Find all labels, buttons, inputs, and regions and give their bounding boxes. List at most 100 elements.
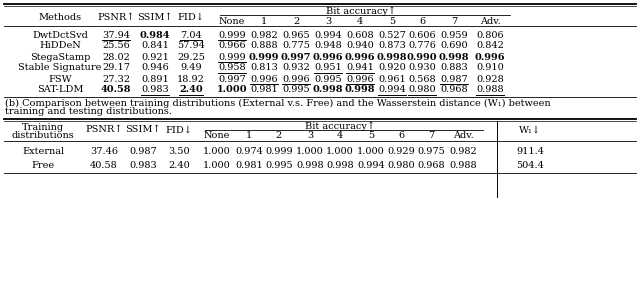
Text: 0.941: 0.941 <box>346 64 374 73</box>
Text: 1: 1 <box>261 16 267 25</box>
Text: Bit accuracy↑: Bit accuracy↑ <box>326 6 396 16</box>
Text: 1.000: 1.000 <box>217 86 247 95</box>
Text: 0.996: 0.996 <box>313 53 343 62</box>
Text: SSIM↑: SSIM↑ <box>137 12 173 21</box>
Text: Adv.: Adv. <box>452 131 474 140</box>
Text: 0.891: 0.891 <box>141 75 169 84</box>
Text: 37.94: 37.94 <box>102 31 130 40</box>
Text: W₁↓: W₁↓ <box>519 125 541 134</box>
Text: 0.961: 0.961 <box>378 75 406 84</box>
Text: 0.995: 0.995 <box>265 160 293 170</box>
Text: 0.951: 0.951 <box>314 64 342 73</box>
Text: 0.998: 0.998 <box>326 160 354 170</box>
Text: 0.975: 0.975 <box>417 147 445 155</box>
Text: 1.000: 1.000 <box>326 147 354 155</box>
Text: 0.999: 0.999 <box>265 147 293 155</box>
Text: 3: 3 <box>307 131 313 140</box>
Text: 29.25: 29.25 <box>177 53 205 62</box>
Text: 18.92: 18.92 <box>177 75 205 84</box>
Text: 0.883: 0.883 <box>440 64 468 73</box>
Text: None: None <box>219 16 245 25</box>
Text: 1: 1 <box>246 131 252 140</box>
Text: 0.965: 0.965 <box>282 31 310 40</box>
Text: DwtDctSvd: DwtDctSvd <box>32 31 88 40</box>
Text: (b) Comparison between training distributions (External v.s. Free) and the Wasse: (b) Comparison between training distribu… <box>5 99 550 108</box>
Text: Training: Training <box>22 123 64 131</box>
Text: 0.987: 0.987 <box>440 75 468 84</box>
Text: 37.46: 37.46 <box>90 147 118 155</box>
Text: 0.996: 0.996 <box>475 53 505 62</box>
Text: 28.02: 28.02 <box>102 53 130 62</box>
Text: Free: Free <box>31 160 54 170</box>
Text: 0.999: 0.999 <box>218 31 246 40</box>
Text: 0.932: 0.932 <box>282 64 310 73</box>
Text: 0.998: 0.998 <box>296 160 324 170</box>
Text: 0.775: 0.775 <box>282 42 310 51</box>
Text: 27.32: 27.32 <box>102 75 130 84</box>
Text: Stable Signature: Stable Signature <box>19 64 102 73</box>
Text: 0.987: 0.987 <box>129 147 157 155</box>
Text: 0.958: 0.958 <box>218 64 246 73</box>
Text: 4: 4 <box>357 16 363 25</box>
Text: 3.50: 3.50 <box>168 147 190 155</box>
Text: 29.17: 29.17 <box>102 64 130 73</box>
Text: 0.994: 0.994 <box>378 86 406 95</box>
Text: 0.813: 0.813 <box>250 64 278 73</box>
Text: 0.999: 0.999 <box>218 53 246 62</box>
Text: 0.608: 0.608 <box>346 31 374 40</box>
Text: 0.776: 0.776 <box>408 42 436 51</box>
Text: 0.806: 0.806 <box>476 31 504 40</box>
Text: 0.690: 0.690 <box>440 42 468 51</box>
Text: training and testing distributions.: training and testing distributions. <box>5 108 172 116</box>
Text: Bit accuracy↑: Bit accuracy↑ <box>305 121 375 131</box>
Text: 0.873: 0.873 <box>378 42 406 51</box>
Text: PSNR↑: PSNR↑ <box>85 125 123 134</box>
Text: 0.888: 0.888 <box>250 42 278 51</box>
Text: 0.968: 0.968 <box>440 86 468 95</box>
Text: 911.4: 911.4 <box>516 147 544 155</box>
Text: 0.982: 0.982 <box>449 147 477 155</box>
Text: 0.997: 0.997 <box>218 75 246 84</box>
Text: 0.568: 0.568 <box>408 75 436 84</box>
Text: 1.000: 1.000 <box>203 160 231 170</box>
Text: 0.984: 0.984 <box>140 31 170 40</box>
Text: 2.40: 2.40 <box>179 86 203 95</box>
Text: 0.998: 0.998 <box>345 86 375 95</box>
Text: 0.974: 0.974 <box>235 147 263 155</box>
Text: Methods: Methods <box>38 12 81 21</box>
Text: 0.983: 0.983 <box>129 160 157 170</box>
Text: 6: 6 <box>398 131 404 140</box>
Text: 0.948: 0.948 <box>314 42 342 51</box>
Text: 0.998: 0.998 <box>313 86 343 95</box>
Text: 0.606: 0.606 <box>408 31 436 40</box>
Text: 0.982: 0.982 <box>250 31 278 40</box>
Text: distributions: distributions <box>12 131 74 140</box>
Text: 0.988: 0.988 <box>449 160 477 170</box>
Text: HiDDeN: HiDDeN <box>39 42 81 51</box>
Text: 0.968: 0.968 <box>417 160 445 170</box>
Text: 0.996: 0.996 <box>346 75 374 84</box>
Text: 7: 7 <box>451 16 457 25</box>
Text: 0.995: 0.995 <box>282 86 310 95</box>
Text: 7.04: 7.04 <box>180 31 202 40</box>
Text: 0.994: 0.994 <box>357 160 385 170</box>
Text: 1.000: 1.000 <box>203 147 231 155</box>
Text: 1.000: 1.000 <box>357 147 385 155</box>
Text: 0.998: 0.998 <box>439 53 469 62</box>
Text: 0.527: 0.527 <box>378 31 406 40</box>
Text: 0.929: 0.929 <box>387 147 415 155</box>
Text: 0.983: 0.983 <box>141 86 169 95</box>
Text: 4: 4 <box>337 131 343 140</box>
Text: 0.981: 0.981 <box>250 86 278 95</box>
Text: 0.996: 0.996 <box>282 75 310 84</box>
Text: 6: 6 <box>419 16 425 25</box>
Text: PSNR↑: PSNR↑ <box>97 12 134 21</box>
Text: 3: 3 <box>325 16 331 25</box>
Text: 0.981: 0.981 <box>235 160 263 170</box>
Text: 0.996: 0.996 <box>250 75 278 84</box>
Text: 504.4: 504.4 <box>516 160 544 170</box>
Text: External: External <box>22 147 64 155</box>
Text: 9.49: 9.49 <box>180 64 202 73</box>
Text: FSW: FSW <box>48 75 72 84</box>
Text: 40.58: 40.58 <box>90 160 118 170</box>
